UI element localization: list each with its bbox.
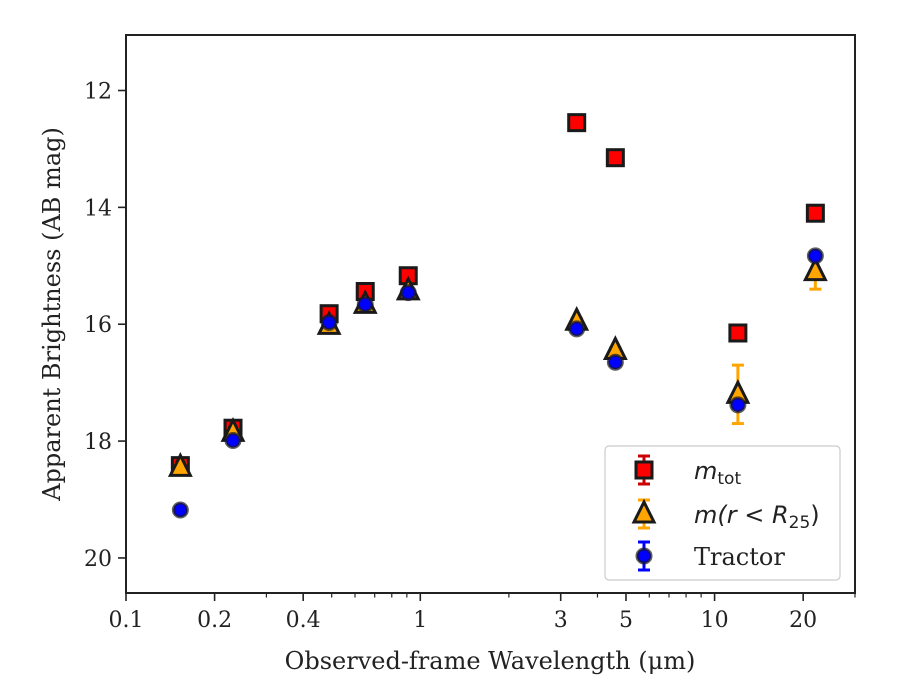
series-2 [171, 247, 824, 519]
legend: mtot m(r < R25) Tractor [604, 445, 841, 581]
series-2-point-2 [320, 313, 338, 331]
x-tick-label-3: 1 [413, 608, 427, 633]
series-2-point-4 [399, 284, 417, 302]
legend-marker-2 [635, 547, 653, 565]
x-tick-label-0: 0.1 [109, 608, 144, 633]
series-2-point-5 [568, 320, 586, 338]
series-0-point-8 [805, 203, 825, 223]
y-tick-label-4: 20 [84, 547, 112, 572]
series-2-point-8 [806, 247, 824, 265]
x-tick-label-4: 3 [554, 608, 568, 633]
x-tick-label-7: 20 [789, 608, 817, 633]
legend-marker-0 [634, 460, 654, 480]
x-axis-label: Observed-frame Wavelength (μm) [285, 647, 696, 675]
y-tick-label-3: 18 [84, 430, 112, 455]
chart-marks [167, 113, 828, 519]
legend-label-2: Tractor [694, 543, 785, 571]
y-tick-label-1: 14 [84, 196, 112, 221]
series-1-point-8 [802, 256, 828, 282]
legend-label-0: mtot [694, 457, 741, 489]
chart-axes: 0.1 0.2 0.4 1 3 5 10 20 12 14 16 18 20 [84, 80, 856, 633]
x-tick-label-5: 5 [619, 608, 633, 633]
series-0-point-6 [605, 148, 625, 168]
y-tick-label-2: 16 [84, 313, 112, 338]
x-tick-label-1: 0.2 [197, 608, 232, 633]
series-2-point-7 [729, 396, 747, 414]
legend-marker-1 [631, 498, 657, 524]
series-2-point-6 [606, 353, 624, 371]
x-tick-label-2: 0.4 [286, 608, 321, 633]
plot-frame [125, 34, 856, 594]
series-2-point-1 [224, 431, 242, 449]
legend-box [604, 445, 841, 581]
series-1-point-0 [167, 452, 193, 477]
series-0-point-5 [567, 113, 587, 133]
x-tick-label-6: 10 [701, 608, 729, 633]
series-2-point-0 [171, 501, 189, 519]
series-2-point-3 [356, 295, 374, 313]
y-axis-label: Apparent Brightness (AB mag) [38, 127, 66, 502]
legend-label-1: m(r < R25) [694, 501, 820, 533]
y-tick-label-0: 12 [84, 80, 112, 105]
series-0-point-7 [728, 323, 748, 343]
